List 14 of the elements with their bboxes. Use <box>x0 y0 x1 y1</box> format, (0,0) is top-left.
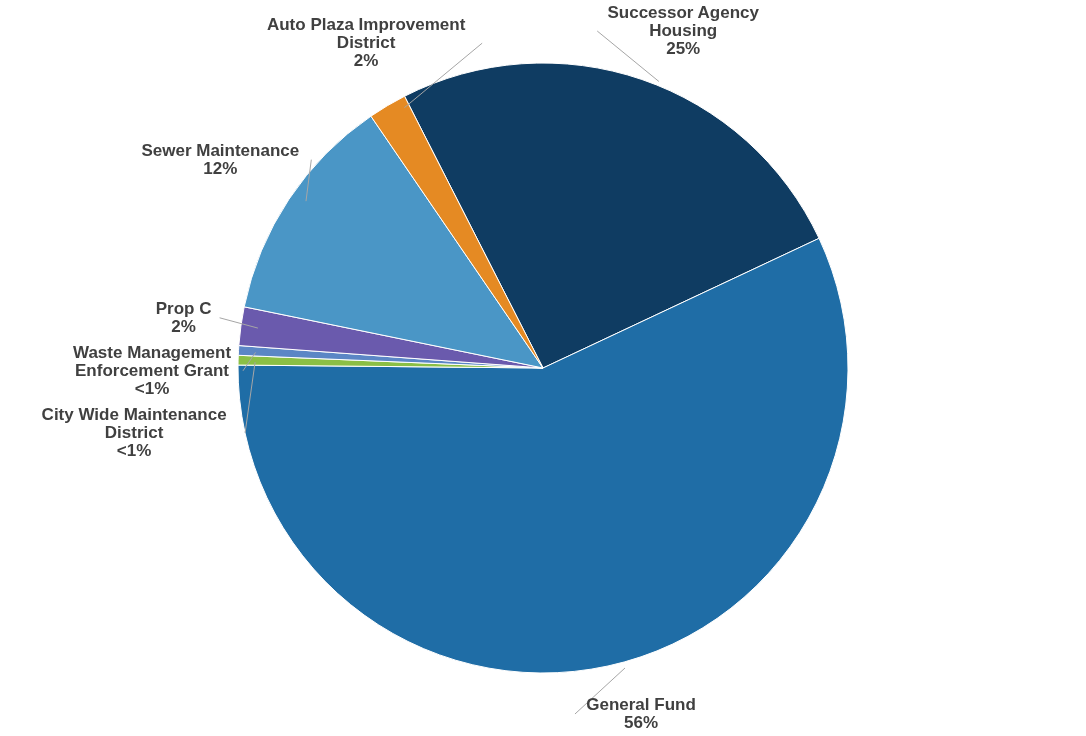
slice-label: Auto Plaza Improvement District <box>266 15 466 53</box>
data-label: 56% <box>623 713 659 732</box>
data-label: 12% <box>203 158 238 178</box>
data-label: <1% <box>116 440 152 460</box>
slice-label: City Wide Maintenance District <box>41 404 227 442</box>
slice-label: Sewer Maintenance <box>141 140 300 160</box>
data-label: 2% <box>353 51 379 71</box>
slice-label: General Fund <box>586 695 696 714</box>
slice-label: Waste Management Enforcement Grant <box>72 342 232 380</box>
data-label: <1% <box>134 378 170 398</box>
data-label: 2% <box>171 316 196 336</box>
slice-label: Successor Agency Housing <box>607 3 760 40</box>
slice-label: Prop C <box>155 298 212 318</box>
data-label: 25% <box>666 39 701 58</box>
